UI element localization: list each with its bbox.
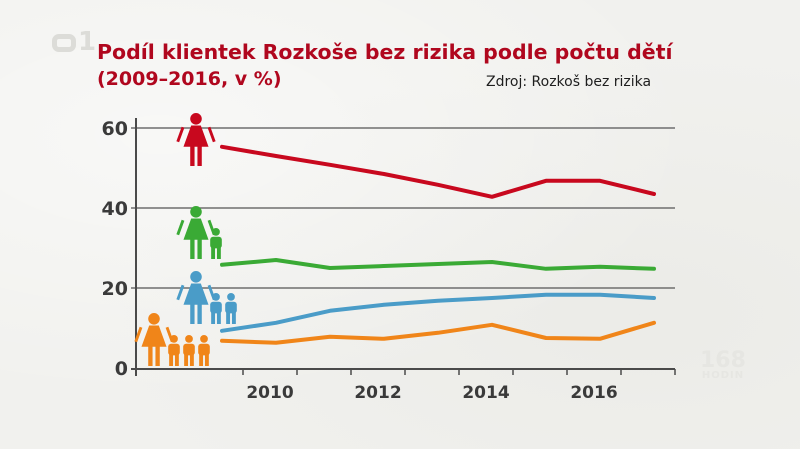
series-line xyxy=(220,320,656,345)
x-tick-label: 2012 xyxy=(354,383,401,403)
woman-three-children-icon xyxy=(134,313,210,366)
x-tick-label: 2010 xyxy=(246,383,293,403)
series-line xyxy=(220,292,656,333)
woman-no-children-icon xyxy=(176,113,216,166)
x-tick-label: 2014 xyxy=(462,383,509,403)
channel-logo: 1 xyxy=(52,27,97,57)
y-tick-label: 20 xyxy=(102,278,128,300)
show-watermark: 168 HODIN xyxy=(700,350,746,382)
legend-icons xyxy=(134,113,237,366)
x-tick-label: 2016 xyxy=(570,383,617,403)
woman-one-child-icon xyxy=(176,206,222,259)
y-tick-label: 60 xyxy=(102,118,128,140)
gridlines xyxy=(131,127,675,289)
chart-subtitle: (2009–2016, v %) xyxy=(97,68,282,90)
series-line xyxy=(220,258,656,271)
axes xyxy=(131,118,676,376)
watermark-text: HODIN xyxy=(701,370,745,381)
y-axis-labels: 0 20 40 60 xyxy=(102,118,128,380)
y-tick-label: 40 xyxy=(102,198,128,220)
series-line xyxy=(220,144,656,199)
y-tick-label: 0 xyxy=(115,358,128,380)
series-lines xyxy=(220,144,656,345)
chart-source: Zdroj: Rozkoš bez rizika xyxy=(486,74,652,90)
chart-title: Podíl klientek Rozkoše bez rizika podle … xyxy=(97,40,673,64)
woman-two-children-icon xyxy=(176,271,237,324)
watermark-number: 168 xyxy=(700,348,746,373)
x-axis-labels: 2010 2012 2014 2016 xyxy=(246,383,617,403)
